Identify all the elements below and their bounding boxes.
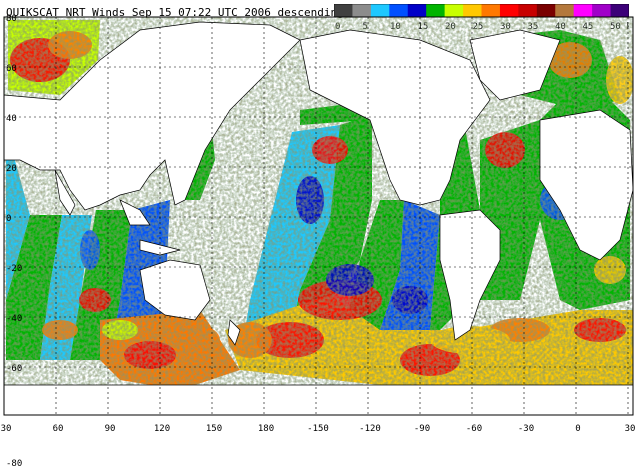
colorbar-swatch: [444, 4, 464, 17]
colorbar-swatch: [536, 4, 556, 17]
land-masses: [4, 21, 633, 415]
colorbar-swatch: [610, 4, 629, 17]
colorbar-swatch: [499, 4, 519, 17]
latitude-label: 80: [6, 14, 17, 24]
colorbar-swatch: [555, 4, 575, 17]
longitude-label: 30: [1, 424, 12, 434]
longitude-label: -150: [307, 424, 329, 434]
corner-latitude-label: -80: [6, 459, 22, 469]
landmass: [4, 21, 301, 211]
landmass: [439, 209, 501, 341]
landmass: [54, 169, 76, 216]
colorbar-swatch: [463, 4, 482, 17]
landmass: [469, 29, 561, 101]
longitude-label: 150: [206, 424, 222, 434]
latitude-label: -40: [6, 314, 22, 324]
colorbar-swatch: [407, 4, 427, 17]
longitude-label: -60: [466, 424, 482, 434]
colorbar-swatch: [426, 4, 446, 17]
landmass: [119, 199, 151, 226]
landmass: [539, 109, 633, 261]
longitude-label: 180: [258, 424, 274, 434]
longitude-labels: 30 60 90 120 150 180 -150 -120 -90 -60 -30 0 30: [1, 424, 636, 434]
landmass: [299, 29, 491, 206]
colorbar-swatch: [518, 4, 538, 17]
longitude-label: 90: [105, 424, 116, 434]
latitude-label: 40: [6, 114, 17, 124]
latitude-label: 0: [6, 214, 11, 224]
latitude-label: -20: [6, 264, 22, 274]
latitude-label: -60: [6, 364, 22, 374]
map-frame: [3, 16, 634, 416]
latitude-labels: 80 60 40 20 0 -20 -40 -60: [6, 14, 22, 374]
colorbar-swatch: [389, 4, 409, 17]
graticule: [4, 17, 633, 415]
colorbar-swatch: [481, 4, 501, 17]
landmass: [4, 384, 633, 415]
longitude-label: -90: [414, 424, 430, 434]
landmass: [139, 259, 211, 321]
colorbar-swatch: [334, 4, 353, 17]
longitude-label: 0: [575, 424, 580, 434]
colorbar-swatch: [352, 4, 372, 17]
landmass: [227, 319, 241, 346]
colorbar-swatch: [592, 4, 612, 17]
longitude-label: -120: [359, 424, 381, 434]
longitude-label: 30: [625, 424, 636, 434]
latitude-label: 20: [6, 164, 17, 174]
longitude-label: -30: [518, 424, 534, 434]
latitude-label: 60: [6, 64, 17, 74]
longitude-label: 60: [53, 424, 64, 434]
longitude-label: 120: [154, 424, 170, 434]
colorbar-swatch: [370, 4, 390, 17]
colorbar-swatch: [573, 4, 593, 17]
colorbar-swatches: [334, 4, 629, 18]
map-title: QUIKSCAT NRT Winds Sep 15 07:22 UTC 2006…: [6, 6, 344, 19]
